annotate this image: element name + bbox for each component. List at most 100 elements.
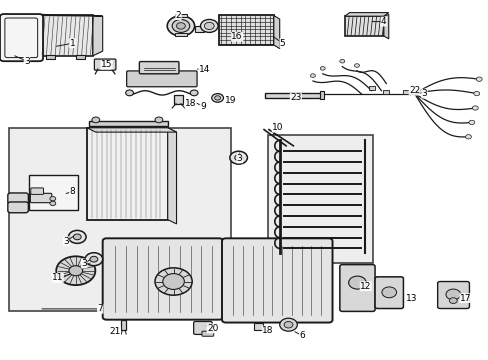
Text: 11: 11 [52,274,63,282]
Circle shape [475,77,481,81]
Circle shape [214,96,220,100]
Circle shape [69,266,82,276]
Text: 8: 8 [69,187,75,196]
Circle shape [279,318,297,331]
Bar [76,55,84,59]
Text: 2: 2 [175,10,181,19]
Circle shape [234,155,242,161]
Bar [89,121,167,126]
Circle shape [155,117,163,123]
FancyBboxPatch shape [30,193,52,203]
Polygon shape [273,15,279,49]
Bar [402,90,408,94]
Circle shape [92,117,100,123]
Circle shape [204,22,214,30]
Bar [173,95,183,104]
Circle shape [471,106,477,110]
Text: 6: 6 [299,331,305,340]
Text: 14: 14 [198,65,210,74]
Bar [9,128,231,311]
Polygon shape [93,15,102,56]
Text: 1: 1 [69,39,75,48]
Circle shape [155,268,192,295]
Text: 10: 10 [271,123,283,132]
Text: 3: 3 [421,89,427,98]
Text: 7: 7 [97,305,103,313]
Circle shape [381,287,396,298]
Circle shape [211,94,223,102]
Circle shape [229,151,247,164]
Text: 20: 20 [206,324,218,333]
Text: 5: 5 [279,39,285,48]
Circle shape [73,234,81,240]
Text: 17: 17 [459,294,470,302]
Bar [264,93,322,98]
Bar [175,14,187,17]
Circle shape [68,230,86,243]
Text: 3: 3 [236,154,242,163]
Bar [175,33,187,36]
Text: 15: 15 [101,60,112,69]
Circle shape [465,135,470,139]
Circle shape [354,64,359,67]
FancyBboxPatch shape [139,62,179,74]
Polygon shape [344,13,388,16]
Bar [219,15,273,45]
Circle shape [468,120,474,125]
Bar [267,135,372,263]
Text: 16: 16 [231,32,243,41]
Text: 3: 3 [63,237,69,246]
Circle shape [50,201,56,206]
FancyBboxPatch shape [437,282,468,309]
Bar [254,323,263,330]
Bar [29,175,78,210]
FancyBboxPatch shape [339,265,374,311]
Circle shape [125,90,133,96]
Circle shape [445,289,460,300]
Text: 18: 18 [262,326,273,335]
Circle shape [50,197,56,201]
FancyBboxPatch shape [126,71,197,87]
FancyBboxPatch shape [102,238,223,320]
Bar [46,55,55,59]
Text: 13: 13 [405,294,417,302]
Circle shape [320,67,325,70]
Text: 21: 21 [109,327,121,336]
Bar [320,91,324,99]
Circle shape [339,59,344,63]
Text: 12: 12 [359,282,371,291]
Circle shape [348,276,366,289]
FancyBboxPatch shape [374,277,403,309]
Text: 4: 4 [380,17,386,26]
FancyBboxPatch shape [8,193,28,204]
Text: 22: 22 [408,86,420,95]
Circle shape [448,298,456,303]
Polygon shape [383,14,388,39]
Text: 3: 3 [81,259,87,268]
Circle shape [56,256,95,285]
Circle shape [90,256,98,262]
Circle shape [85,253,102,266]
Bar [194,26,204,32]
FancyBboxPatch shape [8,202,28,213]
Text: 23: 23 [289,94,301,102]
FancyBboxPatch shape [193,321,212,334]
Text: 9: 9 [200,102,205,111]
Text: 19: 19 [224,95,236,104]
Circle shape [200,19,218,32]
Circle shape [176,23,185,29]
Polygon shape [167,128,176,224]
Bar [87,128,167,220]
Bar [344,16,383,36]
Circle shape [284,321,292,328]
Bar [121,320,126,330]
Polygon shape [87,128,176,132]
Circle shape [172,19,189,32]
Circle shape [190,90,198,96]
FancyBboxPatch shape [0,14,43,61]
Bar [383,90,388,94]
Bar [368,86,374,90]
Text: 18: 18 [184,99,196,108]
Circle shape [167,16,194,36]
FancyBboxPatch shape [31,188,43,194]
